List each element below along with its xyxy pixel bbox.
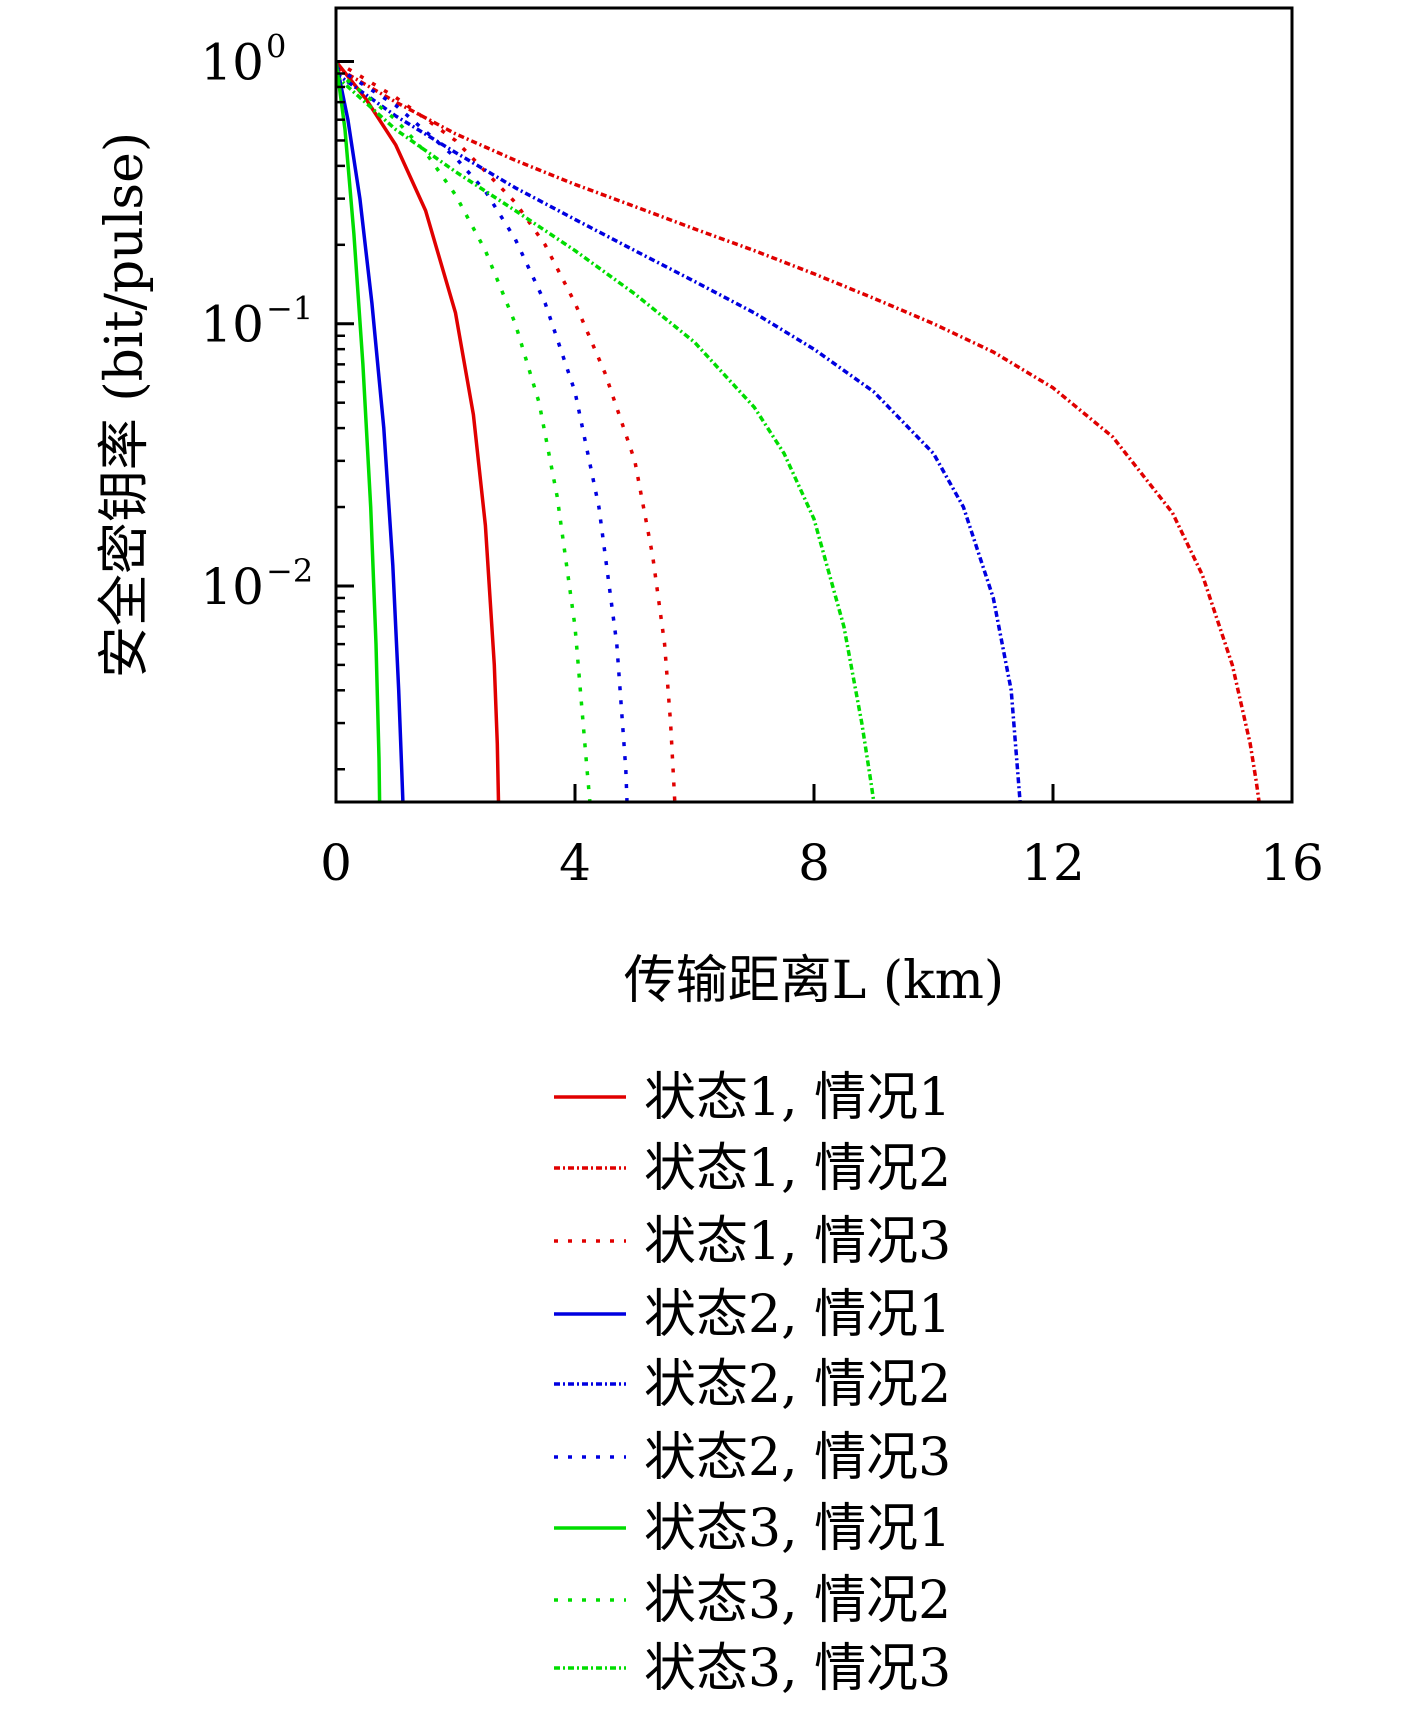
x-tick-label: 4 — [559, 834, 591, 892]
series-line-2 — [336, 65, 1261, 802]
legend-label-6: 状态2, 情况3 — [644, 1428, 951, 1488]
legend-label-3: 状态1, 情况3 — [644, 1212, 951, 1272]
legend-label-7: 状态3, 情况1 — [644, 1499, 951, 1559]
series-line-7 — [336, 61, 382, 802]
y-tick-label: 10 — [200, 558, 264, 616]
series-line-4 — [336, 61, 405, 802]
x-tick-label: 16 — [1260, 834, 1324, 892]
x-axis-title: 传输距离L (km) — [624, 951, 1004, 1011]
legend-label-1: 状态1, 情况1 — [644, 1068, 951, 1128]
legend-label-9: 状态3, 情况3 — [644, 1639, 951, 1699]
x-tick-label: 8 — [798, 834, 830, 892]
x-tick-label: 0 — [320, 834, 352, 892]
legend-label-2: 状态1, 情况2 — [644, 1139, 951, 1199]
y-tick-exponent: 0 — [266, 28, 286, 66]
legend-label-4: 状态2, 情况1 — [644, 1285, 951, 1345]
series-line-9 — [336, 74, 876, 802]
y-tick-label: 10 — [200, 296, 264, 354]
series-line-3 — [336, 59, 677, 802]
y-tick-exponent: −2 — [266, 552, 313, 590]
legend-label-8: 状态3, 情况2 — [644, 1571, 951, 1631]
series-line-8 — [336, 69, 592, 802]
y-tick-exponent: −1 — [266, 290, 313, 328]
series-line-1 — [336, 60, 501, 802]
series-layer — [336, 59, 1261, 802]
y-axis-title: 安全密钥率 (bit/pulse) — [95, 132, 155, 678]
series-line-5 — [336, 72, 1022, 802]
legend: 状态1, 情况1 状态1, 情况2 状态1, 情况3 状态2, 情况1 状态2, 情况2… — [554, 1068, 951, 1699]
x-tick-label: 12 — [1021, 834, 1085, 892]
series-line-6 — [336, 65, 629, 802]
y-tick-label: 10 — [200, 34, 264, 92]
legend-label-5: 状态2, 情况2 — [644, 1355, 951, 1415]
